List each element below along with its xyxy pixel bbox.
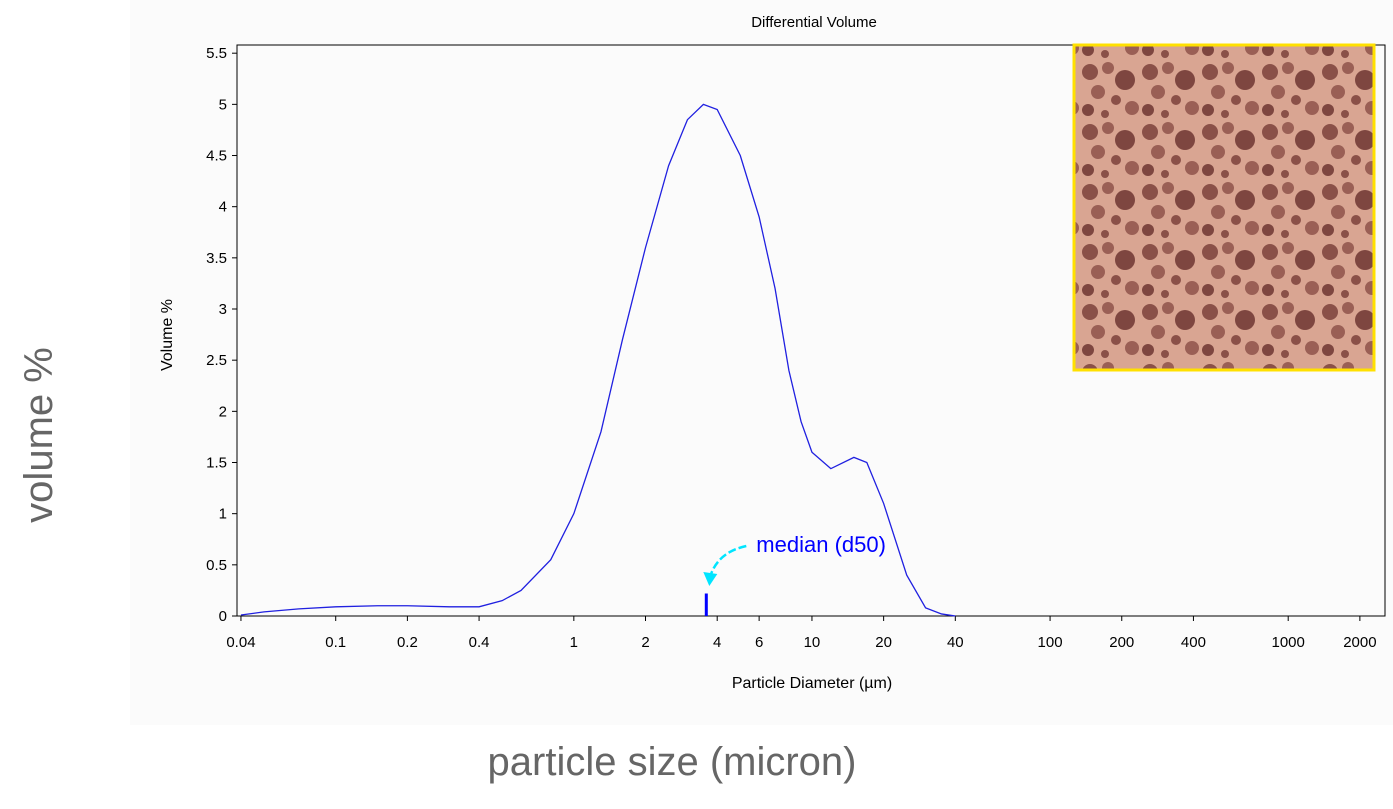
y-tick-label: 2.5 <box>206 352 227 369</box>
x-tick-label: 1000 <box>1272 634 1305 651</box>
x-tick-label: 1 <box>570 634 578 651</box>
outer-x-label: particle size (micron) <box>488 740 857 784</box>
annotation-arrow <box>709 544 747 577</box>
x-tick-label: 400 <box>1181 634 1206 651</box>
x-tick-label: 20 <box>875 634 892 651</box>
x-tick-label: 6 <box>755 634 763 651</box>
annotation-label: median (d50) <box>756 532 886 557</box>
y-tick-label: 0.5 <box>206 557 227 574</box>
y-tick-label: 3 <box>219 301 227 318</box>
y-axis-label: Volume % <box>159 299 176 371</box>
inset-micrograph <box>1072 43 1376 372</box>
x-tick-label: 100 <box>1038 634 1063 651</box>
plot-frame <box>236 44 1386 617</box>
y-tick-label: 1 <box>219 506 227 523</box>
y-tick-label: 4.5 <box>206 148 227 165</box>
y-tick-label: 0 <box>219 608 227 625</box>
x-tick-label: 0.2 <box>397 634 418 651</box>
outer-y-label: volume % <box>17 347 61 523</box>
y-tick-label: 5.5 <box>206 45 227 62</box>
x-tick-label: 10 <box>804 634 821 651</box>
x-tick-label: 200 <box>1109 634 1134 651</box>
x-tick-label: 0.04 <box>226 634 255 651</box>
chart-title: Differential Volume <box>751 14 877 31</box>
y-tick-label: 1.5 <box>206 455 227 472</box>
x-tick-label: 2 <box>641 634 649 651</box>
data-line <box>240 103 956 617</box>
x-tick-label: 0.4 <box>469 634 490 651</box>
y-tick-label: 4 <box>219 199 227 216</box>
x-axis-label: Particle Diameter (µm) <box>732 675 892 692</box>
x-tick-label: 4 <box>713 634 721 651</box>
annotation-arrowhead <box>703 572 718 586</box>
y-tick-label: 5 <box>219 96 227 113</box>
y-tick-label: 2 <box>219 403 227 420</box>
x-tick-label: 0.1 <box>325 634 346 651</box>
x-tick-label: 2000 <box>1343 634 1376 651</box>
x-tick-label: 40 <box>947 634 964 651</box>
y-tick-label: 3.5 <box>206 250 227 267</box>
